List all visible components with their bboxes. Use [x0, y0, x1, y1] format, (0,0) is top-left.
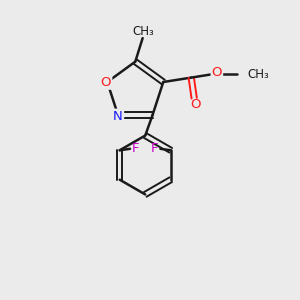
Text: O: O	[212, 66, 222, 79]
Text: CH₃: CH₃	[132, 25, 154, 38]
Text: O: O	[100, 76, 111, 88]
Text: CH₃: CH₃	[247, 68, 269, 81]
Text: F: F	[132, 142, 140, 155]
Text: F: F	[151, 142, 158, 155]
Text: N: N	[113, 110, 123, 123]
Text: O: O	[190, 98, 200, 111]
